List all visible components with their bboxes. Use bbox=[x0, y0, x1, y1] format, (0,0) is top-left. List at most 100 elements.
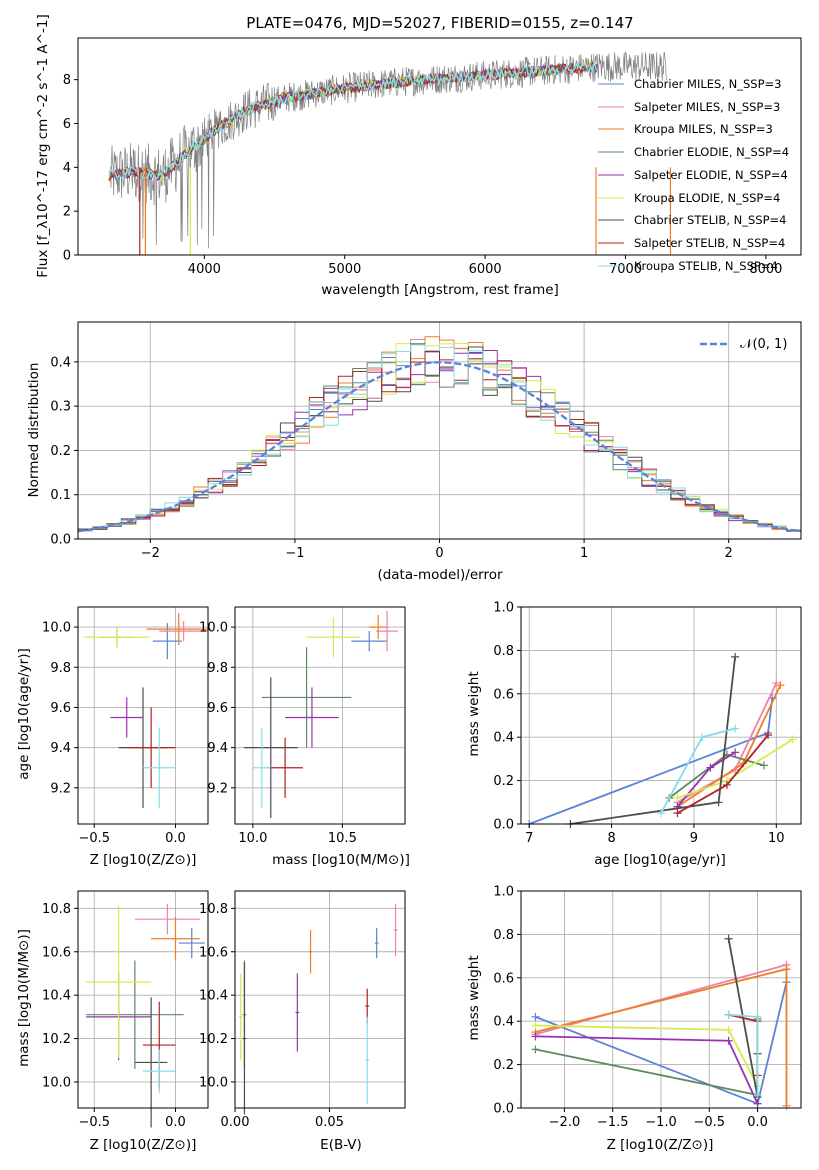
agew-weight-point-7-1 bbox=[722, 780, 731, 789]
legend-label-1: Salpeter MILES, N_SSP=3 bbox=[634, 100, 780, 114]
agew-ylabel: mass weight bbox=[466, 671, 482, 756]
zage-xtick-label: 0.0 bbox=[165, 831, 186, 846]
residual-ytick-label: 0.2 bbox=[50, 444, 71, 459]
zage-ytick-label: 9.4 bbox=[50, 741, 71, 756]
massage-xtick-label: 10.0 bbox=[238, 831, 267, 846]
spectrum-xlabel: wavelength [Angstrom, rest frame] bbox=[321, 282, 559, 298]
agew-weight-point-3-2 bbox=[759, 761, 768, 770]
zage-ytick-label: 9.2 bbox=[50, 781, 71, 796]
agew-xtick-label: 7 bbox=[525, 831, 533, 846]
residual-legend: 𝒩(0, 1) bbox=[700, 337, 787, 352]
residual-xtick-label: −2 bbox=[141, 546, 160, 561]
agew-weight-point-5-2 bbox=[788, 735, 797, 744]
massage-ytick-label: 9.2 bbox=[207, 781, 228, 796]
model-line-8 bbox=[108, 61, 599, 181]
zage-ylabel: age [log10(age/yr)] bbox=[16, 648, 32, 780]
zmass-xlabel: Z [log10(Z/Z⊙)] bbox=[90, 1137, 197, 1153]
legend-label-8: Kroupa STELIB, N_SSP=4 bbox=[634, 259, 778, 273]
legend-label-5: Kroupa ELODIE, N_SSP=4 bbox=[634, 191, 780, 205]
agew-ytick-label: 0.0 bbox=[493, 818, 514, 833]
spectrum-xtick-label: 8000 bbox=[749, 262, 782, 277]
residual-xlabel: (data-model)/error bbox=[377, 567, 503, 583]
zw-xtick-label: 0.0 bbox=[747, 1115, 768, 1130]
zw-ytick-label: 0.6 bbox=[493, 971, 514, 986]
massage-ytick-label: 9.6 bbox=[207, 701, 228, 716]
agew-weight-point-4-2 bbox=[731, 748, 740, 757]
legend-label-6: Chabrier STELIB, N_SSP=4 bbox=[634, 213, 786, 227]
agew-ytick-label: 0.8 bbox=[493, 644, 514, 659]
zw-ylabel: mass weight bbox=[466, 955, 482, 1040]
massage-xtick-label: 10.5 bbox=[328, 831, 357, 846]
zw-weight-point-4-1 bbox=[724, 1036, 733, 1045]
ebv-ytick-label: 10.2 bbox=[199, 1032, 228, 1047]
agew-weight-point-1-2 bbox=[772, 678, 781, 687]
massage-xlabel: mass [log10(M/M⊙)] bbox=[272, 852, 410, 868]
zw-ytick-label: 0.2 bbox=[493, 1058, 514, 1073]
ebv-ytick-label: 10.6 bbox=[199, 945, 228, 960]
spectrum-title: PLATE=0476, MJD=52027, FIBERID=0155, z=0… bbox=[246, 14, 633, 32]
agew-weight-point-8-2 bbox=[731, 724, 740, 733]
legend-label-7: Salpeter STELIB, N_SSP=4 bbox=[634, 236, 785, 250]
zw-xtick-label: −2.0 bbox=[549, 1115, 581, 1130]
agew-ytick-label: 1.0 bbox=[493, 601, 514, 616]
zmass-ylabel: mass [log10(M/M⊙)] bbox=[16, 929, 32, 1067]
spectrum-xtick-label: 4000 bbox=[188, 262, 221, 277]
zage-ytick-label: 10.0 bbox=[42, 621, 71, 636]
zw-weight-point-5-1 bbox=[724, 1025, 733, 1034]
legend-label-4: Salpeter ELODIE, N_SSP=4 bbox=[634, 168, 788, 182]
agew-weight-point-8-0 bbox=[657, 809, 665, 818]
ebv-ytick-label: 10.4 bbox=[199, 989, 228, 1004]
spectrum-ytick-label: 4 bbox=[63, 161, 71, 176]
zmass-ytick-label: 10.0 bbox=[42, 1075, 71, 1090]
zmass-ytick-label: 10.2 bbox=[42, 1032, 71, 1047]
residual-xtick-label: −1 bbox=[285, 546, 304, 561]
agew-xtick-label: 10 bbox=[768, 831, 785, 846]
agew-frame bbox=[520, 606, 802, 825]
zage-frame bbox=[77, 606, 209, 825]
normal-curve bbox=[77, 361, 802, 533]
zmass-xtick-label: 0.0 bbox=[165, 1115, 186, 1130]
spectrum-ylabel: Flux [f_λ10^-17 erg cm^-2 s^-1 A^-1] bbox=[35, 14, 51, 277]
ebv-ytick-label: 10.0 bbox=[199, 1075, 228, 1090]
ebv-frame bbox=[234, 890, 406, 1109]
spectrum-xtick-label: 6000 bbox=[469, 262, 502, 277]
zw-weight-point-8-1 bbox=[753, 1012, 762, 1021]
agew-weight-point-4-1 bbox=[706, 763, 715, 772]
zage-ytick-label: 9.6 bbox=[50, 701, 71, 716]
zmass-frame bbox=[77, 890, 209, 1109]
residual-hist-7 bbox=[78, 350, 801, 532]
legend-normal-label: 𝒩(0, 1) bbox=[740, 337, 787, 352]
legend-label-0: Chabrier MILES, N_SSP=3 bbox=[634, 77, 781, 91]
zw-weight-point-6-0 bbox=[724, 934, 733, 943]
spectrum-legend: Chabrier MILES, N_SSP=3 Salpeter MILES, … bbox=[598, 77, 789, 273]
agew-weight-point-6-2 bbox=[731, 652, 740, 661]
residual-ylabel: Normed distribution bbox=[26, 363, 42, 498]
residual-ytick-label: 0.4 bbox=[50, 355, 71, 370]
agew-weight-point-6-1 bbox=[714, 798, 723, 807]
agew-xtick-label: 8 bbox=[607, 831, 615, 846]
legend-label-2: Kroupa MILES, N_SSP=3 bbox=[634, 122, 773, 136]
agew-ytick-label: 0.2 bbox=[493, 774, 514, 789]
agew-ytick-label: 0.4 bbox=[493, 731, 514, 746]
model-line-7 bbox=[108, 63, 598, 181]
zmass-ytick-label: 10.6 bbox=[42, 945, 71, 960]
spectrum-xtick-label: 5000 bbox=[328, 262, 361, 277]
zw-ytick-label: 0.8 bbox=[493, 928, 514, 943]
agew-xlabel: age [log10(age/yr)] bbox=[594, 852, 726, 868]
spectrum-frame bbox=[77, 37, 802, 256]
zage-xlabel: Z [log10(Z/Z⊙)] bbox=[90, 852, 197, 868]
legend-label-3: Chabrier ELODIE, N_SSP=4 bbox=[634, 145, 789, 159]
residual-ytick-label: 0.0 bbox=[50, 533, 71, 548]
zw-ytick-label: 0.4 bbox=[493, 1015, 514, 1030]
zw-xtick-label: −0.5 bbox=[693, 1115, 725, 1130]
residual-hist-6 bbox=[78, 343, 801, 532]
spectrum-ytick-label: 6 bbox=[63, 117, 71, 132]
ebv-xtick-label: 0.00 bbox=[221, 1115, 250, 1130]
spectrum-ytick-label: 2 bbox=[63, 205, 71, 220]
ebv-ytick-label: 10.8 bbox=[199, 902, 228, 917]
ebv-xtick-label: 0.05 bbox=[315, 1115, 344, 1130]
agew-weight-point-2-2 bbox=[776, 681, 785, 690]
residual-xtick-label: 0 bbox=[435, 546, 443, 561]
agew-weight-point-7-0 bbox=[673, 809, 682, 818]
